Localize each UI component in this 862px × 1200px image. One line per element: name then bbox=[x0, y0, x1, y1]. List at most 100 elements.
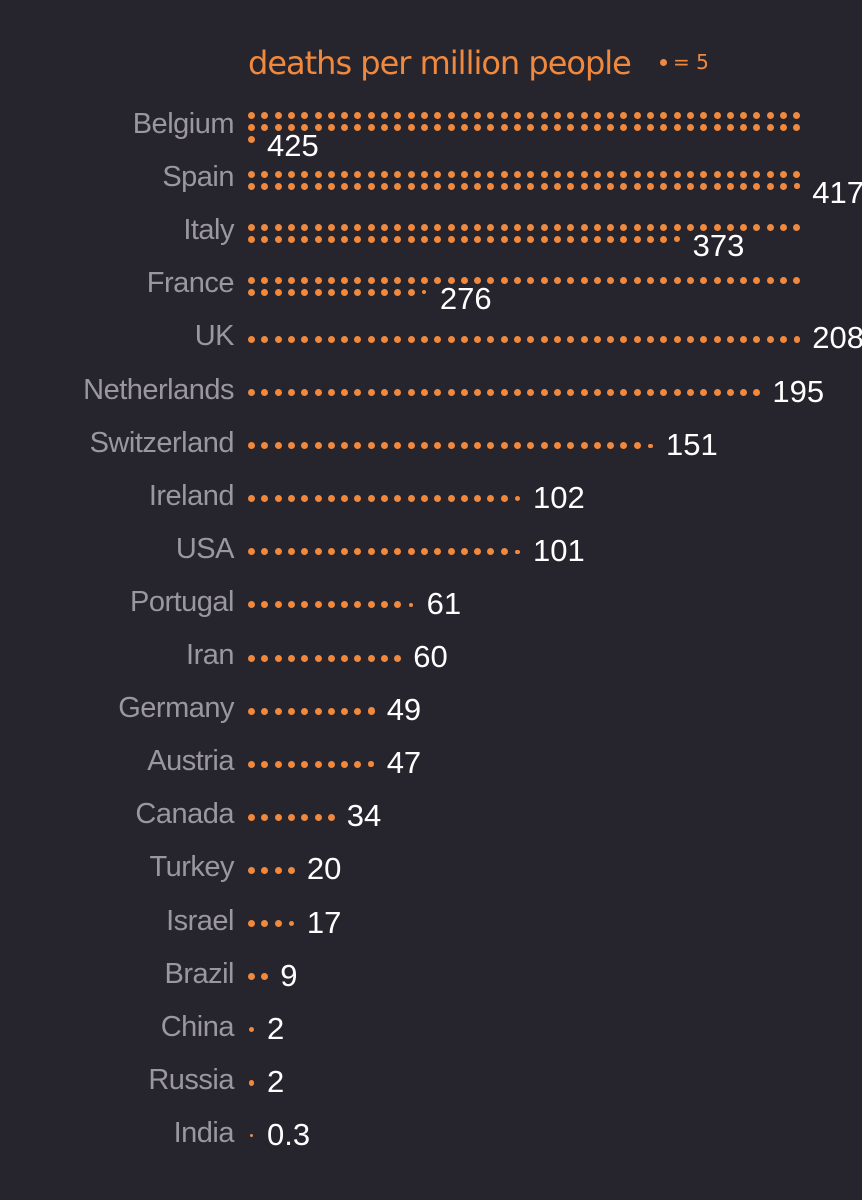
data-dot bbox=[474, 335, 482, 343]
data-dot bbox=[248, 760, 255, 768]
data-dot bbox=[314, 707, 322, 715]
data-dot bbox=[660, 389, 668, 396]
data-dot bbox=[686, 170, 694, 178]
data-dot bbox=[500, 123, 508, 131]
category-label: India bbox=[173, 1116, 235, 1149]
data-dot bbox=[341, 235, 349, 243]
data-dot bbox=[567, 123, 575, 131]
data-dot bbox=[261, 123, 269, 131]
data-dot bbox=[301, 813, 309, 821]
data-dot bbox=[248, 235, 255, 243]
data-dot bbox=[314, 235, 322, 243]
data-dot bbox=[580, 111, 588, 119]
data-dot bbox=[274, 760, 282, 768]
data-dot bbox=[381, 111, 388, 119]
data-dot bbox=[314, 813, 322, 821]
data-dot bbox=[753, 335, 761, 343]
data-dot bbox=[274, 495, 282, 503]
data-dot bbox=[301, 760, 309, 768]
data-dot bbox=[327, 495, 335, 503]
data-dot bbox=[567, 276, 575, 284]
data-dot bbox=[460, 495, 468, 503]
data-dot bbox=[434, 335, 442, 343]
data-dot bbox=[514, 223, 521, 231]
data-dot bbox=[261, 288, 269, 296]
data-dot bbox=[301, 170, 309, 178]
data-dot bbox=[514, 335, 521, 343]
data-dot bbox=[341, 288, 349, 296]
data-dot bbox=[274, 170, 282, 178]
data-dot bbox=[314, 442, 322, 450]
data-dot bbox=[248, 1080, 255, 1086]
data-dot bbox=[487, 170, 495, 178]
data-dot bbox=[367, 442, 375, 450]
data-dot bbox=[287, 288, 295, 296]
data-dot bbox=[407, 182, 415, 190]
data-dot bbox=[341, 707, 349, 715]
data-dot bbox=[287, 654, 295, 662]
data-dot bbox=[261, 654, 269, 662]
category-label: Israel bbox=[166, 904, 234, 937]
data-dot bbox=[673, 111, 681, 119]
data-dot bbox=[514, 495, 521, 502]
data-dot bbox=[740, 335, 748, 343]
data-dot bbox=[327, 389, 335, 396]
data-dot bbox=[274, 235, 282, 243]
data-dot bbox=[274, 111, 282, 119]
data-dot bbox=[500, 223, 508, 231]
data-dot bbox=[248, 1026, 255, 1033]
data-dot bbox=[660, 182, 668, 190]
data-dot bbox=[407, 276, 415, 284]
data-dot bbox=[248, 866, 255, 874]
data-dot bbox=[274, 920, 282, 927]
data-dot bbox=[553, 182, 561, 190]
data-dot bbox=[261, 389, 269, 396]
data-dot bbox=[327, 548, 335, 556]
data-dot bbox=[633, 170, 641, 178]
data-dot bbox=[527, 223, 535, 231]
data-dot bbox=[607, 123, 615, 131]
data-dot bbox=[447, 123, 455, 131]
data-dot bbox=[686, 389, 694, 396]
data-dot bbox=[274, 335, 282, 343]
data-dot bbox=[394, 548, 402, 556]
data-dot bbox=[633, 276, 641, 284]
data-dot bbox=[514, 276, 521, 284]
data-dot bbox=[620, 111, 628, 119]
data-dot bbox=[367, 288, 375, 296]
data-dot bbox=[580, 389, 588, 396]
value-label: 2 bbox=[267, 1010, 285, 1046]
data-dot bbox=[248, 973, 255, 981]
data-dot bbox=[593, 111, 601, 119]
data-dot bbox=[647, 276, 654, 284]
data-dot bbox=[713, 389, 721, 396]
data-dot bbox=[686, 182, 694, 190]
data-dot bbox=[753, 111, 761, 119]
data-dot bbox=[500, 182, 508, 190]
data-dot bbox=[354, 548, 362, 556]
data-dot bbox=[314, 495, 322, 503]
data-dot bbox=[287, 170, 295, 178]
data-dot bbox=[620, 276, 628, 284]
data-dot bbox=[314, 111, 322, 119]
data-dot bbox=[301, 182, 309, 190]
data-dot bbox=[553, 123, 561, 131]
data-dot bbox=[713, 123, 721, 131]
category-label: Germany bbox=[118, 692, 234, 725]
data-dot bbox=[780, 276, 787, 284]
data-dot bbox=[248, 182, 255, 190]
category-label: France bbox=[146, 267, 235, 300]
data-dot bbox=[327, 182, 335, 190]
data-dot bbox=[553, 223, 561, 231]
data-dot bbox=[394, 389, 402, 396]
data-dot bbox=[381, 495, 388, 503]
data-dot bbox=[660, 123, 668, 131]
data-dot bbox=[474, 495, 482, 503]
data-dot bbox=[420, 276, 428, 284]
data-dot bbox=[354, 495, 362, 503]
data-dot bbox=[553, 276, 561, 284]
category-label: Turkey bbox=[149, 851, 234, 884]
data-dot bbox=[261, 335, 269, 343]
data-dot bbox=[314, 123, 322, 131]
data-dot bbox=[394, 170, 402, 178]
